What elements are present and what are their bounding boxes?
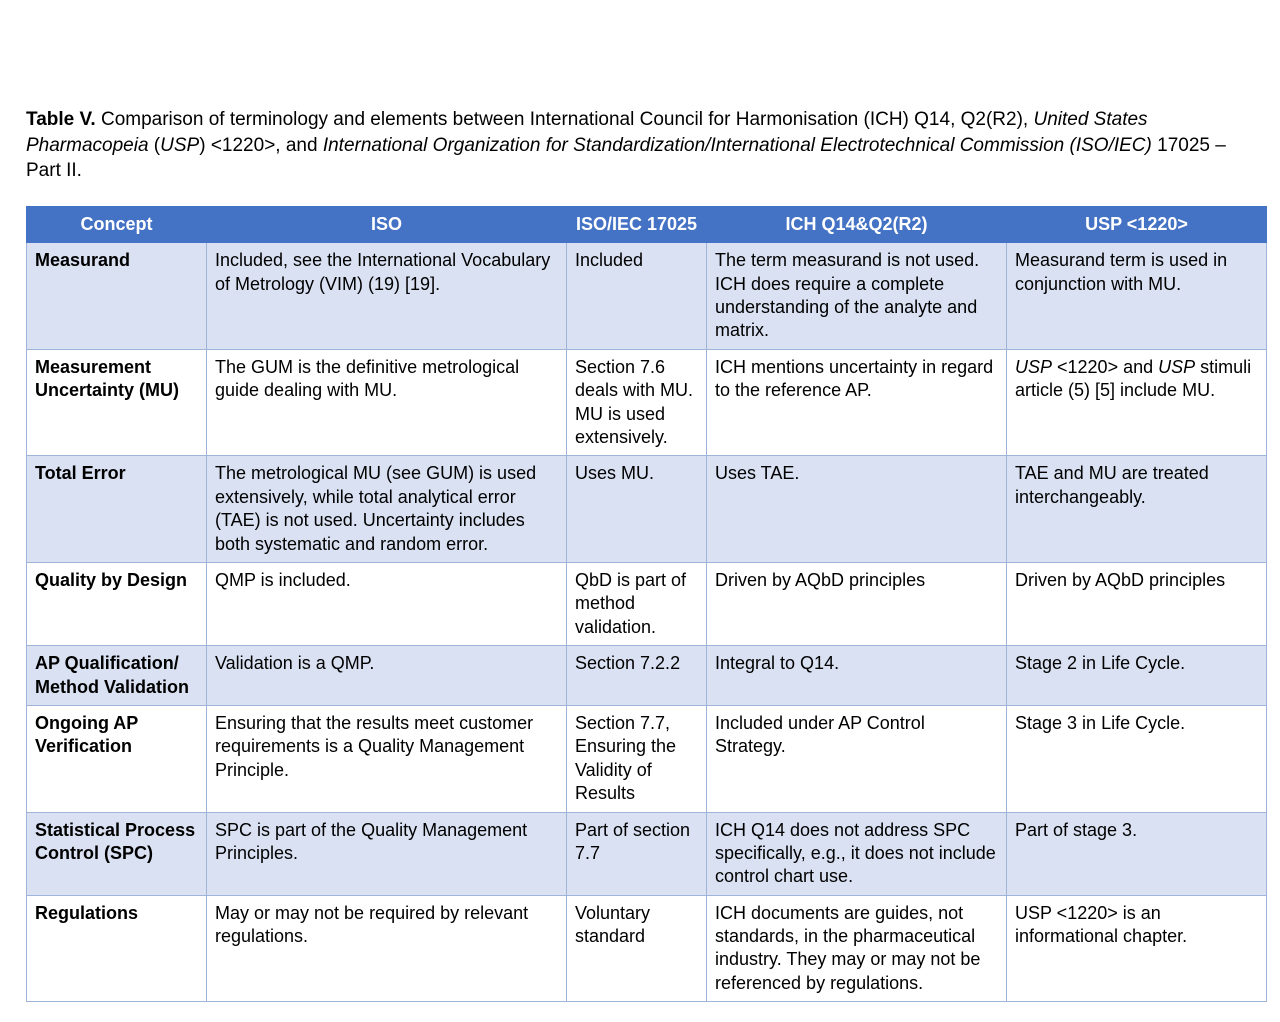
table-row: Statistical Process Control (SPC)SPC is … xyxy=(27,812,1267,895)
cell-text: The GUM is the definitive metrological g… xyxy=(215,357,519,400)
header-row: Concept ISO ISO/IEC 17025 ICH Q14&Q2(R2)… xyxy=(27,206,1267,242)
header-iso17025: ISO/IEC 17025 xyxy=(567,206,707,242)
table-cell: Stage 2 in Life Cycle. xyxy=(1007,646,1267,706)
caption-label: Table V. xyxy=(26,109,96,130)
table-cell: ICH documents are guides, not standards,… xyxy=(707,895,1007,1002)
table-cell: Driven by AQbD principles xyxy=(1007,563,1267,646)
cell-text: Part of stage 3. xyxy=(1015,820,1137,840)
cell-text: Part of section 7.7 xyxy=(575,820,690,863)
cell-text: Uses MU. xyxy=(575,463,654,483)
caption-em-3: International Organization for Standardi… xyxy=(323,135,1152,156)
concept-cell: Measurand xyxy=(27,243,207,350)
table-cell: Validation is a QMP. xyxy=(207,646,567,706)
table-cell: The GUM is the definitive metrological g… xyxy=(207,349,567,456)
table-row: Measurement Uncertainty (MU)The GUM is t… xyxy=(27,349,1267,456)
cell-text: Ensuring that the results meet customer … xyxy=(215,713,533,780)
table-cell: Included under AP Control Strategy. xyxy=(707,705,1007,812)
table-cell: TAE and MU are treated interchangeably. xyxy=(1007,456,1267,563)
concept-cell: Statistical Process Control (SPC) xyxy=(27,812,207,895)
cell-text: Section 7.6 deals with MU. MU is used ex… xyxy=(575,357,693,447)
table-row: AP Qualification/ Method Validation Valid… xyxy=(27,646,1267,706)
table-row: Ongoing AP VerificationEnsuring that the… xyxy=(27,705,1267,812)
table-cell: Section 7.6 deals with MU. MU is used ex… xyxy=(567,349,707,456)
header-concept: Concept xyxy=(27,206,207,242)
table-cell: Part of section 7.7 xyxy=(567,812,707,895)
table-cell: QbD is part of method validation. xyxy=(567,563,707,646)
header-iso: ISO xyxy=(207,206,567,242)
table-cell: Part of stage 3. xyxy=(1007,812,1267,895)
header-ich: ICH Q14&Q2(R2) xyxy=(707,206,1007,242)
table-cell: The metrological MU (see GUM) is used ex… xyxy=(207,456,567,563)
caption-em-2: USP xyxy=(160,135,199,156)
cell-text: The metrological MU (see GUM) is used ex… xyxy=(215,463,536,553)
cell-text: Driven by AQbD principles xyxy=(715,570,925,590)
table-cell: Section 7.2.2 xyxy=(567,646,707,706)
table-cell: Driven by AQbD principles xyxy=(707,563,1007,646)
cell-text: Included under AP Control Strategy. xyxy=(715,713,925,756)
cell-text: Measurand term is used in conjunction wi… xyxy=(1015,250,1227,293)
cell-text: ICH Q14 does not address SPC specificall… xyxy=(715,820,996,887)
table-cell: USP <1220> is an informational chapter. xyxy=(1007,895,1267,1002)
table-cell: May or may not be required by relevant r… xyxy=(207,895,567,1002)
cell-text: Driven by AQbD principles xyxy=(1015,570,1225,590)
concept-cell: AP Qualification/ Method Validation xyxy=(27,646,207,706)
cell-text: Section 7.2.2 xyxy=(575,653,680,673)
concept-cell: Measurement Uncertainty (MU) xyxy=(27,349,207,456)
concept-cell: Quality by Design xyxy=(27,563,207,646)
cell-text: Uses TAE. xyxy=(715,463,799,483)
cell-text: <1220> and xyxy=(1052,357,1158,377)
table-row: RegulationsMay or may not be required by… xyxy=(27,895,1267,1002)
page: Table V. Comparison of terminology and e… xyxy=(0,0,1280,1022)
cell-text: SPC is part of the Quality Management Pr… xyxy=(215,820,527,863)
table-row: MeasurandIncluded, see the International… xyxy=(27,243,1267,350)
cell-text: May or may not be required by relevant r… xyxy=(215,903,528,946)
cell-text: Section 7.7, Ensuring the Validity of Re… xyxy=(575,713,676,803)
concept-cell: Regulations xyxy=(27,895,207,1002)
cell-text: ICH documents are guides, not standards,… xyxy=(715,903,980,993)
table-cell: Uses MU. xyxy=(567,456,707,563)
cell-text: Stage 2 in Life Cycle. xyxy=(1015,653,1185,673)
comparison-table: Concept ISO ISO/IEC 17025 ICH Q14&Q2(R2)… xyxy=(26,206,1267,1002)
table-cell: Stage 3 in Life Cycle. xyxy=(1007,705,1267,812)
table-body: MeasurandIncluded, see the International… xyxy=(27,243,1267,1002)
table-cell: Included xyxy=(567,243,707,350)
cell-text: USP xyxy=(1015,357,1052,377)
table-row: Total ErrorThe metrological MU (see GUM)… xyxy=(27,456,1267,563)
cell-text: Voluntary standard xyxy=(575,903,650,946)
table-cell: USP <1220> and USP stimuli article (5) [… xyxy=(1007,349,1267,456)
table-cell: The term measurand is not used. ICH does… xyxy=(707,243,1007,350)
table-cell: Voluntary standard xyxy=(567,895,707,1002)
cell-text: Integral to Q14. xyxy=(715,653,839,673)
cell-text: ICH mentions uncertainty in regard to th… xyxy=(715,357,993,400)
cell-text: Included, see the International Vocabula… xyxy=(215,250,550,293)
caption-text-1: Comparison of terminology and elements b… xyxy=(96,109,1034,130)
cell-text: USP xyxy=(1158,357,1195,377)
header-usp: USP <1220> xyxy=(1007,206,1267,242)
table-row: Quality by Design QMP is included. QbD is … xyxy=(27,563,1267,646)
table-cell: ICH Q14 does not address SPC specificall… xyxy=(707,812,1007,895)
cell-text: Included xyxy=(575,250,643,270)
concept-cell: Total Error xyxy=(27,456,207,563)
cell-text: Validation is a QMP. xyxy=(215,653,374,673)
table-caption: Table V. Comparison of terminology and e… xyxy=(26,107,1254,184)
table-cell: Measurand term is used in conjunction wi… xyxy=(1007,243,1267,350)
table-cell: SPC is part of the Quality Management Pr… xyxy=(207,812,567,895)
table-cell: Integral to Q14. xyxy=(707,646,1007,706)
caption-text-3: ) <1220>, and xyxy=(199,135,323,156)
concept-cell: Ongoing AP Verification xyxy=(27,705,207,812)
cell-text: TAE and MU are treated interchangeably. xyxy=(1015,463,1209,506)
cell-text: USP <1220> is an informational chapter. xyxy=(1015,903,1187,946)
table-head: Concept ISO ISO/IEC 17025 ICH Q14&Q2(R2)… xyxy=(27,206,1267,242)
table-cell: Included, see the International Vocabula… xyxy=(207,243,567,350)
table-cell: Section 7.7, Ensuring the Validity of Re… xyxy=(567,705,707,812)
table-cell: QMP is included. xyxy=(207,563,567,646)
table-cell: Uses TAE. xyxy=(707,456,1007,563)
cell-text: Stage 3 in Life Cycle. xyxy=(1015,713,1185,733)
cell-text: QMP is included. xyxy=(215,570,351,590)
caption-text-2: ( xyxy=(149,135,161,156)
cell-text: QbD is part of method validation. xyxy=(575,570,686,637)
table-cell: Ensuring that the results meet customer … xyxy=(207,705,567,812)
table-cell: ICH mentions uncertainty in regard to th… xyxy=(707,349,1007,456)
cell-text: The term measurand is not used. ICH does… xyxy=(715,250,979,340)
